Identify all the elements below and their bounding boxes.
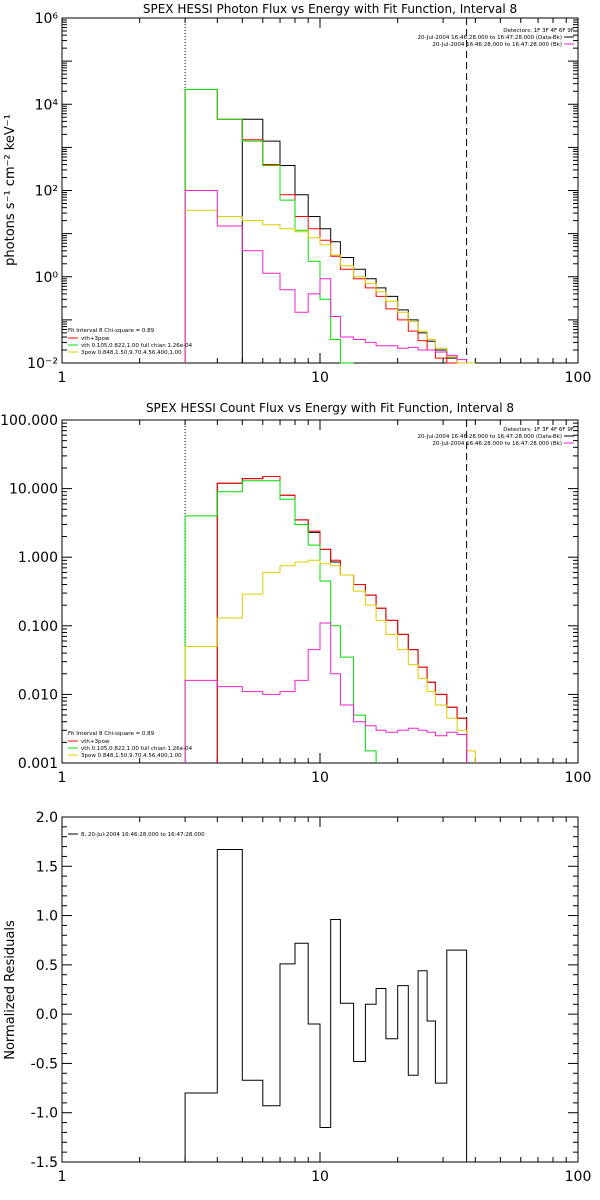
- x-tick-label: 1: [58, 370, 67, 386]
- y-tick-label: 0.100: [18, 619, 58, 635]
- legend-entry: 3pow 0.848,1.50,9.70,4.56,400,1.00: [81, 753, 182, 759]
- panel2-header-line: 20-Jul-2004 16:46:28.000 to 16:47:28.000…: [432, 441, 562, 447]
- panel3-ylabel: Normalized Residuals: [3, 920, 18, 1060]
- y-tick-label: 1.0: [36, 909, 58, 925]
- legend-entry: 8, 20-Jul-2004 16:46:28.000 to 16:47:28.…: [81, 832, 205, 838]
- panel1-header-line: 20-Jul-2004 16:46:28.000 to 16:47:28.000…: [418, 35, 563, 41]
- y-tick-label: 10⁰: [35, 270, 59, 286]
- series-vth: [184, 89, 354, 364]
- panel2-legend-title: Fit Interval 8 Chi-square = 0.89: [68, 731, 155, 737]
- y-tick-label: 10.000: [9, 482, 58, 498]
- panel2-detectors: Detectors: 1F 3F 4F 6F 9F: [503, 427, 574, 433]
- panel1-reference-lines: [184, 18, 468, 363]
- legend-entry: 3pow 0.848,1.50,9.70,4.56,400,1.00: [81, 350, 182, 356]
- y-tick-label: 1.5: [36, 859, 58, 875]
- y-tick-label: 0.001: [18, 756, 58, 772]
- series-residuals: [184, 849, 468, 1162]
- photon-flux-panel: SPEX HESSI Photon Flux vs Energy with Fi…: [3, 2, 591, 386]
- panel1-legend-title: Fit Interval 8 Chi-square = 0.89: [68, 328, 155, 334]
- y-tick-label: 1.000: [18, 550, 58, 566]
- legend-entry: vth+3pow: [81, 336, 110, 342]
- legend-entry: vth 0.105,0.822,1.00 full chian 1.26e-04: [81, 343, 193, 349]
- y-tick-label: 10⁴: [35, 97, 59, 113]
- series-vth: [184, 480, 377, 763]
- series-data-bk: [241, 118, 467, 364]
- y-tick-label: -1.5: [31, 1155, 58, 1171]
- x-tick-label: 100: [565, 370, 592, 386]
- y-tick-label: 0.5: [36, 958, 58, 974]
- panel2-ticks: 1 10 100 0.001 0.010 0.100 1.000 10.000 100.000: [0, 413, 591, 786]
- x-tick-label: 1: [58, 1169, 67, 1185]
- panel1-legend: Fit Interval 8 Chi-square = 0.89 vth+3po…: [68, 328, 193, 356]
- panel1-header: Detectors: 1F 3F 4F 6F 9F 20-Jul-2004 16…: [418, 28, 574, 48]
- panel1-series: [184, 89, 476, 364]
- panel2-frame: [61, 419, 579, 764]
- panel2-header-line: 20-Jul-2004 16:46:28.000 to 16:47:28.000…: [418, 434, 563, 440]
- y-tick-label: 0.010: [18, 687, 58, 703]
- count-flux-panel: SPEX HESSI Count Flux vs Energy with Fit…: [0, 401, 591, 786]
- panel1-header-line: 20-Jul-2004 16:46:28.000 to 16:47:28.000…: [432, 42, 562, 48]
- legend-entry: vth+3pow: [81, 739, 110, 745]
- panel2-header: Detectors: 1F 3F 4F 6F 9F 20-Jul-2004 16…: [418, 427, 574, 447]
- panel1-ticks: 1 10 100 10⁻² 10⁰ 10² 10⁴ 10⁶: [27, 11, 591, 386]
- x-tick-label: 10: [311, 770, 329, 786]
- panel1-frame: [61, 17, 579, 364]
- panel2-reference-lines: [184, 420, 468, 763]
- panel3-ticks: 1 10 100 -1.5 -1.0 -0.5 0.0 0.5 1.0 1.5 2.0: [31, 810, 592, 1185]
- panel2-series: [184, 476, 476, 763]
- series-bk: [184, 622, 468, 763]
- x-tick-label: 1: [58, 770, 67, 786]
- x-tick-label: 10: [311, 1169, 329, 1185]
- series-bk: [184, 190, 468, 363]
- y-tick-label: -1.0: [31, 1106, 58, 1122]
- series-3pow: [184, 559, 476, 763]
- y-tick-label: 10⁻²: [27, 356, 58, 372]
- series-vth-3pow: [216, 476, 468, 763]
- series-data-bk: [216, 476, 468, 763]
- panel2-title: SPEX HESSI Count Flux vs Energy with Fit…: [146, 401, 514, 415]
- panel3-legend: 8, 20-Jul-2004 16:46:28.000 to 16:47:28.…: [68, 832, 205, 838]
- residuals-panel: Normalized Residuals 1 10 100 -1.5 -1.0 -0.5 0…: [3, 810, 591, 1185]
- panel3-series: [184, 849, 468, 1162]
- panel1-detectors: Detectors: 1F 3F 4F 6F 9F: [503, 28, 574, 34]
- panel1-title: SPEX HESSI Photon Flux vs Energy with Fi…: [143, 2, 517, 16]
- series-3pow: [184, 209, 476, 364]
- y-tick-label: 0.0: [36, 1007, 58, 1023]
- y-tick-label: -0.5: [31, 1056, 58, 1072]
- panel2-legend: Fit Interval 8 Chi-square = 0.89 vth+3po…: [68, 731, 193, 759]
- y-tick-label: 10²: [35, 184, 58, 200]
- x-tick-label: 10: [311, 370, 329, 386]
- y-tick-label: 10⁶: [35, 11, 59, 27]
- legend-entry: vth 0.105,0.822,1.00 full chian 1.26e-04: [81, 746, 193, 752]
- x-tick-label: 100: [565, 770, 592, 786]
- x-tick-label: 100: [565, 1169, 592, 1185]
- panel1-ylabel: photons s⁻¹ cm⁻² keV⁻¹: [3, 114, 18, 266]
- y-tick-label: 2.0: [36, 810, 58, 826]
- y-tick-label: 100.000: [0, 413, 58, 429]
